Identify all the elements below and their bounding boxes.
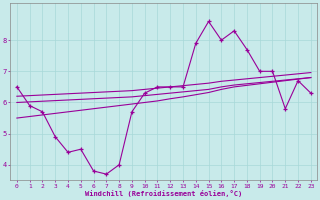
X-axis label: Windchill (Refroidissement éolien,°C): Windchill (Refroidissement éolien,°C)	[85, 190, 243, 197]
